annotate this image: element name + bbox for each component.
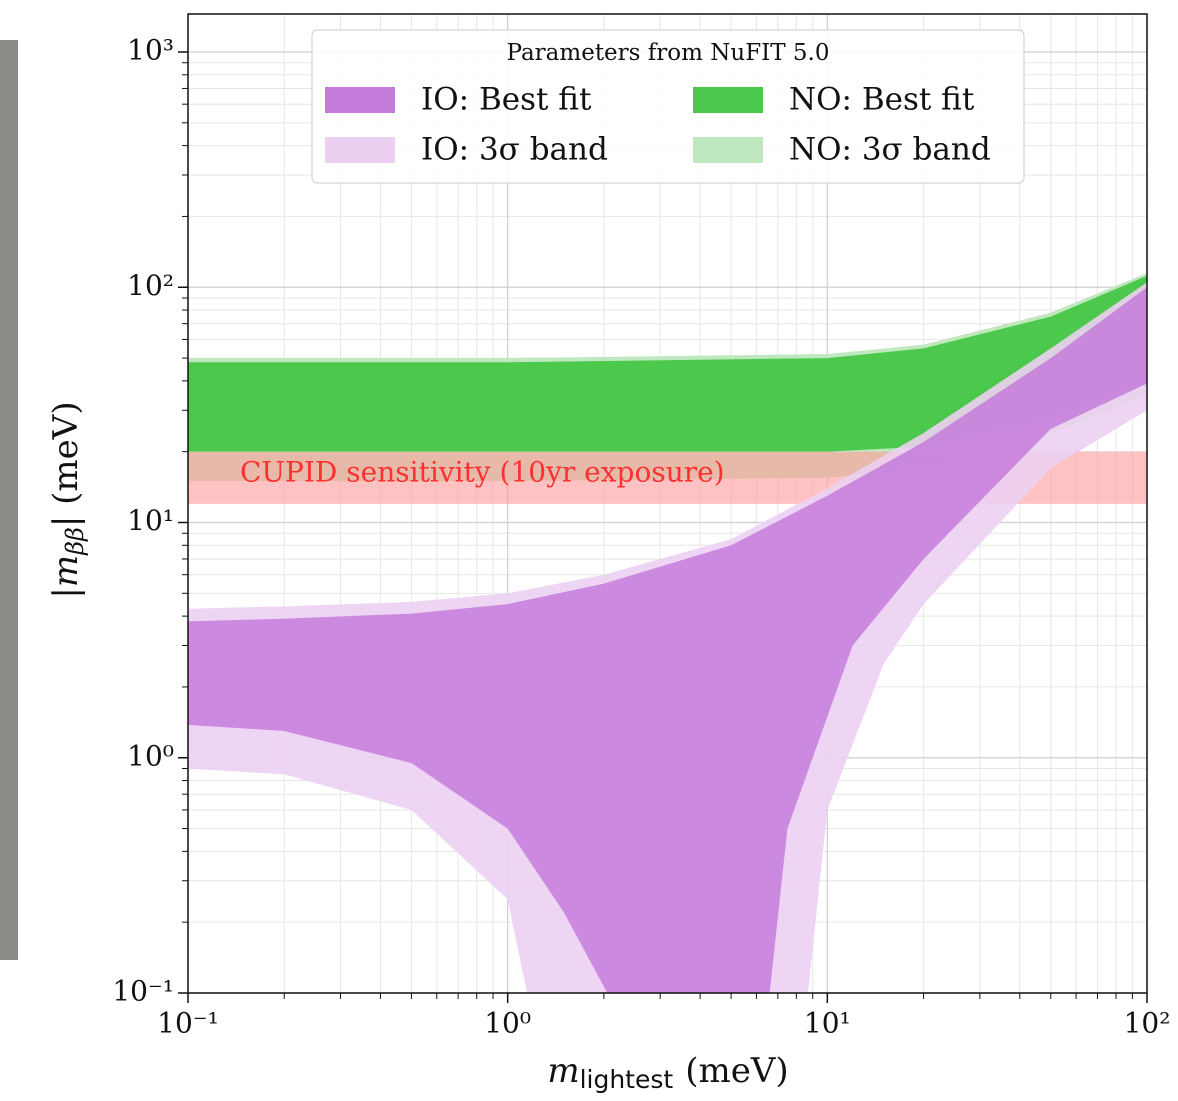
legend-swatch xyxy=(325,137,395,163)
x-axis-label: mlightest (meV) xyxy=(547,1051,788,1094)
legend-swatch xyxy=(693,137,763,163)
y-label-symbol: m xyxy=(46,555,86,587)
legend-box xyxy=(311,29,1025,184)
x-tick-label: 10⁻¹ xyxy=(157,1007,219,1040)
legend-label: IO: Best fit xyxy=(421,82,592,118)
axes-frame xyxy=(187,13,1148,994)
y-tick-label: 10⁻¹ xyxy=(112,975,174,1008)
y-tick-label: 10¹ xyxy=(127,504,174,537)
y-tick-label: 10³ xyxy=(127,34,174,67)
y-tick-label: 10⁰ xyxy=(127,739,174,772)
annotation-text: CUPID sensitivity (10yr exposure) xyxy=(240,456,725,489)
legend-swatch xyxy=(693,87,763,113)
legend-label: IO: 3σ band xyxy=(421,132,608,168)
y-label-open: | xyxy=(46,587,86,598)
ticks: 10⁻¹ 10⁰ 10¹ 10² 10⁻¹ 10⁰ 10¹ 10² 10³ xyxy=(112,34,1170,1040)
y-label-subscript: ββ xyxy=(61,527,89,556)
band-area xyxy=(188,287,1147,993)
x-tick-label: 10⁰ xyxy=(484,1007,531,1040)
y-axis-label: |mββ| (meV) xyxy=(46,401,89,598)
legend-title: Parameters from NuFIT 5.0 xyxy=(507,40,830,66)
photo-fragment xyxy=(0,40,18,960)
x-label-subscript: lightest xyxy=(580,1065,674,1094)
x-tick-label: 10¹ xyxy=(804,1007,851,1040)
legend: Parameters from NuFIT 5.0 IO: Best fit IO… xyxy=(311,29,1025,184)
legend-label: NO: Best fit xyxy=(789,82,975,118)
x-label-unit: (meV) xyxy=(685,1051,788,1091)
plot-area xyxy=(188,272,1147,993)
legend-swatch xyxy=(325,87,395,113)
y-label-close: | (meV) xyxy=(46,401,86,527)
band-area xyxy=(188,275,1147,452)
legend-label: NO: 3σ band xyxy=(789,132,991,168)
y-tick-label: 10² xyxy=(127,269,174,302)
x-tick-label: 10² xyxy=(1124,1007,1171,1040)
x-label-symbol: m xyxy=(547,1051,579,1091)
